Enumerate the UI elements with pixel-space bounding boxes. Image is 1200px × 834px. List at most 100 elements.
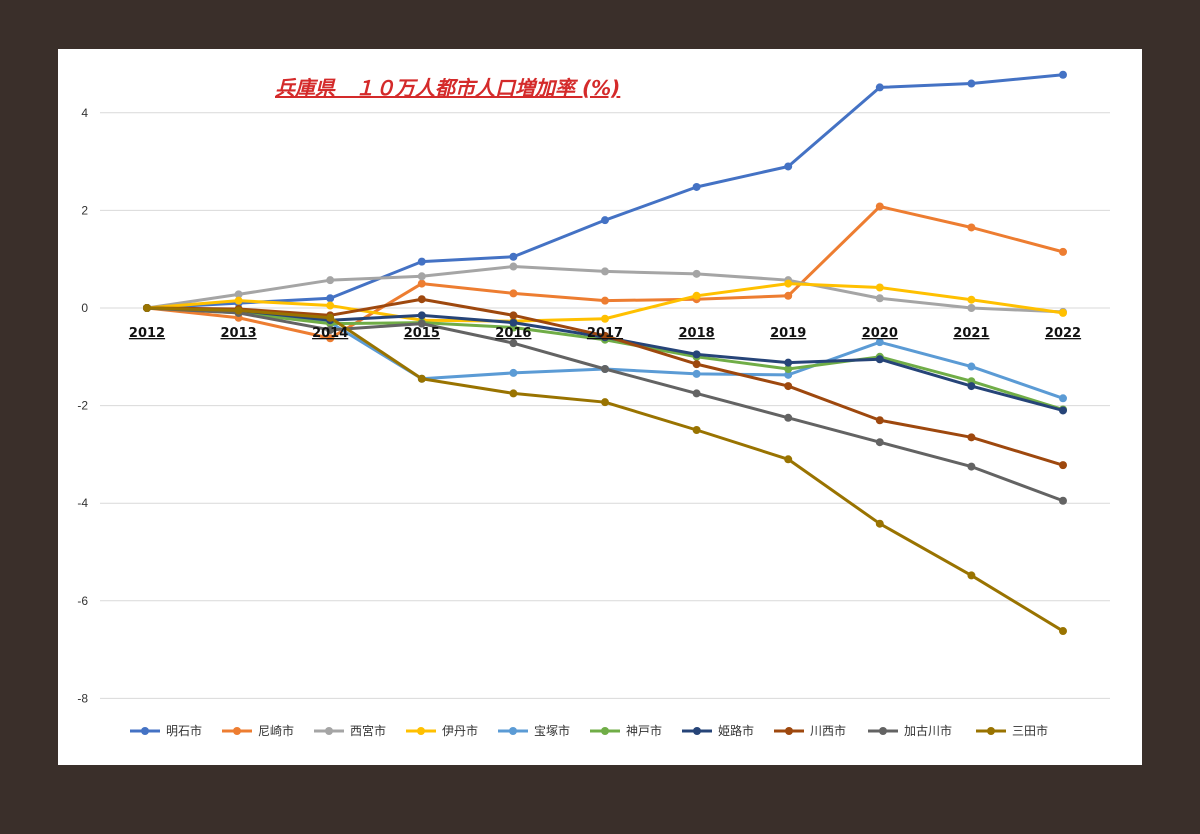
data-point [601, 331, 609, 340]
x-tick-label: 2016 [495, 326, 531, 341]
x-tick-label: 2013 [221, 326, 257, 341]
x-tick-label: 2019 [770, 326, 806, 341]
legend-marker [693, 727, 701, 735]
x-tick-label: 2015 [404, 326, 440, 341]
data-point [1059, 406, 1067, 415]
legend-item: 姫路市 [682, 723, 754, 738]
legend-label: 神戸市 [626, 723, 662, 738]
legend-item: 川西市 [774, 723, 846, 738]
data-point [784, 455, 793, 464]
legend-label: 西宮市 [350, 723, 386, 738]
legend-marker [785, 727, 793, 735]
legend-label: 三田市 [1012, 723, 1048, 738]
x-axis: 2012 2013 2014 2015 2016 2017 2018 2019 2020 2021… [129, 326, 1081, 341]
data-point [326, 313, 335, 322]
legend-item: 西宮市 [314, 723, 386, 738]
data-point [967, 433, 976, 442]
y-tick-label: -6 [77, 594, 88, 608]
data-point [234, 296, 243, 305]
data-point [601, 314, 609, 323]
data-point [509, 339, 518, 348]
x-tick-label: 2021 [953, 326, 989, 341]
data-point [784, 358, 793, 367]
data-point [784, 162, 793, 171]
y-tick-label: 4 [81, 106, 88, 120]
data-point [875, 519, 884, 528]
data-point [875, 438, 884, 447]
data-point [326, 276, 335, 285]
data-point [601, 267, 609, 276]
data-point [784, 370, 793, 379]
data-point [509, 262, 518, 271]
data-point [234, 290, 243, 299]
data-point [875, 283, 884, 292]
data-point [967, 223, 976, 232]
data-point [1059, 461, 1067, 470]
data-point [417, 257, 426, 266]
data-point [417, 272, 426, 281]
data-point [967, 571, 976, 580]
legend-marker [987, 727, 995, 735]
y-tick-label: -2 [77, 399, 88, 413]
y-tick-label: 0 [81, 301, 88, 315]
data-point [1059, 308, 1067, 317]
x-tick-label: 2018 [679, 326, 715, 341]
x-tick-label: 2020 [862, 326, 898, 341]
y-tick-label: -4 [77, 496, 88, 510]
x-tick-label: 2022 [1045, 326, 1081, 341]
data-point [692, 389, 701, 398]
data-point [1059, 394, 1067, 403]
y-tick-label: 2 [81, 203, 88, 217]
data-point [967, 79, 976, 88]
data-point [509, 311, 518, 320]
data-point [692, 360, 701, 369]
data-point [875, 338, 884, 347]
data-point [784, 291, 793, 300]
data-point [417, 279, 426, 288]
legend-item: 宝塚市 [498, 723, 570, 738]
data-point [875, 83, 884, 92]
data-point [875, 355, 884, 364]
legend-marker [509, 727, 517, 735]
data-point [967, 304, 976, 312]
data-point [509, 289, 518, 298]
data-point [601, 216, 609, 225]
data-point [326, 301, 335, 310]
data-point [1059, 70, 1067, 79]
series-line [146, 306, 1064, 633]
data-point [967, 462, 976, 471]
data-point [875, 294, 884, 303]
legend-label: 川西市 [810, 723, 846, 738]
legend-label: 明石市 [166, 723, 202, 738]
legend-item: 神戸市 [590, 723, 662, 738]
data-point [692, 369, 701, 378]
data-point [417, 374, 426, 383]
series-line [146, 306, 1064, 412]
data-point [326, 325, 335, 334]
data-point [509, 252, 518, 261]
data-point [1059, 496, 1067, 505]
data-point [417, 311, 426, 320]
y-tick-label: -8 [77, 691, 88, 705]
y-axis: 4 2 0 -2 -4 -6 -8 [77, 106, 88, 706]
legend-marker [325, 727, 333, 735]
data-point [692, 269, 701, 278]
legend-label: 伊丹市 [442, 723, 478, 738]
data-point [601, 398, 609, 407]
data-point [143, 304, 151, 312]
data-point [326, 334, 335, 343]
legend-item: 明石市 [130, 723, 202, 738]
x-tick-label: 2012 [129, 326, 165, 341]
data-point [692, 291, 701, 300]
legend-item: 尼崎市 [222, 723, 294, 738]
x-tick-label: 2017 [587, 326, 623, 341]
data-point [875, 416, 884, 425]
legend-item: 伊丹市 [406, 723, 478, 738]
legend-label: 姫路市 [718, 723, 754, 738]
legend-marker [417, 727, 425, 735]
data-point [234, 306, 243, 315]
chart-title: 兵庫県 １０万人都市人口増加率 (%) [275, 76, 620, 100]
series-line [146, 297, 1064, 467]
data-point [509, 318, 518, 327]
data-point [326, 294, 335, 303]
